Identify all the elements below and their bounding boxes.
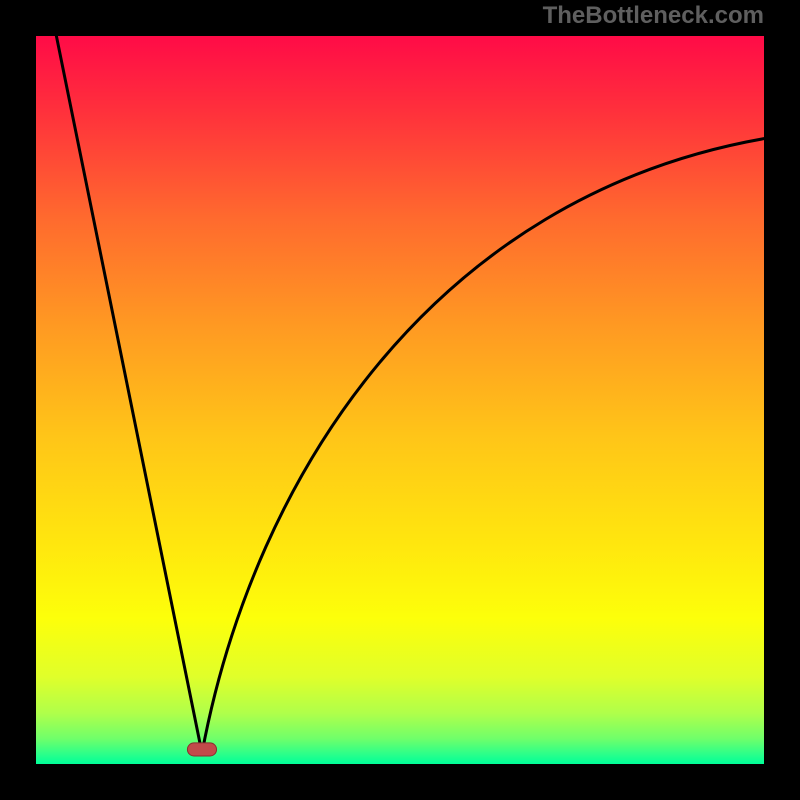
watermark-text: TheBottleneck.com bbox=[543, 2, 764, 30]
gradient-background bbox=[36, 36, 764, 764]
plot-svg bbox=[36, 36, 764, 764]
plot-area bbox=[36, 36, 764, 764]
optimal-point-marker bbox=[187, 743, 216, 756]
